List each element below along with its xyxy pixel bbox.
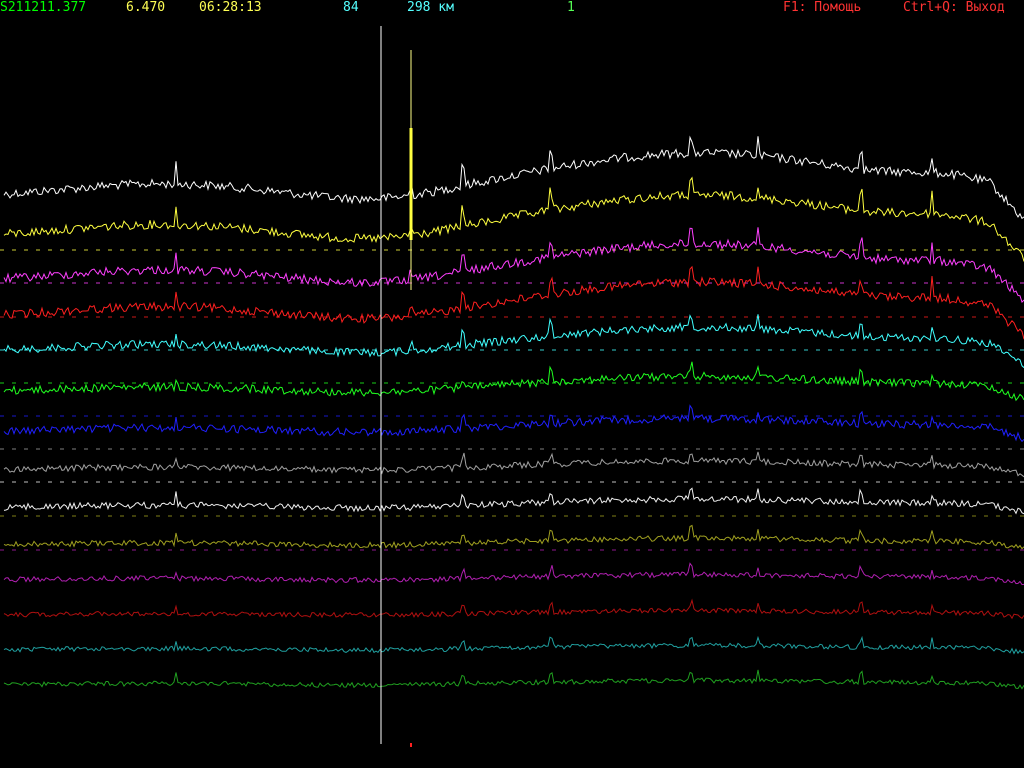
count-readout: 84 bbox=[343, 0, 359, 15]
trace-1 bbox=[3, 135, 1024, 220]
distance-readout: 298 км bbox=[407, 0, 454, 15]
value-readout: 6.470 bbox=[126, 0, 166, 15]
trace-9 bbox=[3, 487, 1024, 515]
channel-readout: 1 bbox=[567, 0, 575, 15]
trace-14 bbox=[3, 669, 1024, 690]
exit-hint[interactable]: Ctrl+Q: Выход bbox=[903, 0, 1005, 15]
trace-4 bbox=[3, 265, 1024, 340]
trace-8 bbox=[3, 451, 1024, 478]
trace-5 bbox=[3, 314, 1024, 368]
trace-13 bbox=[3, 635, 1024, 655]
time-readout: 06:28:13 bbox=[199, 0, 262, 15]
help-hint[interactable]: F1: Помощь bbox=[783, 0, 862, 15]
trace-11 bbox=[3, 562, 1024, 586]
trace-12 bbox=[3, 598, 1024, 620]
trace-6 bbox=[3, 361, 1024, 402]
trace-7 bbox=[3, 404, 1024, 443]
marker-tick bbox=[410, 743, 412, 747]
trace-10 bbox=[3, 524, 1024, 550]
trace-2 bbox=[3, 176, 1024, 262]
trace-3 bbox=[3, 227, 1024, 304]
file-name: S211211.377 bbox=[0, 0, 87, 15]
